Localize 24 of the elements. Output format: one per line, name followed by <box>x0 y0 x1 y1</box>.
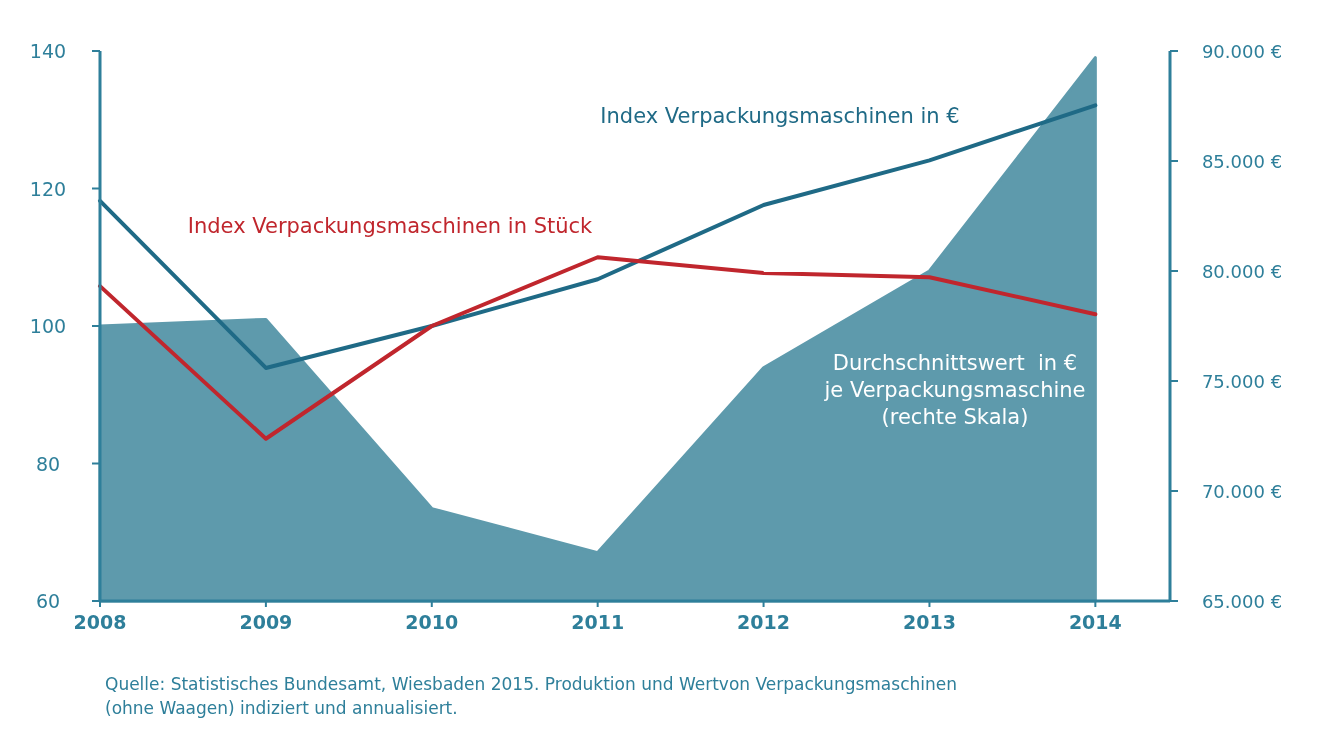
y2-tick-label: 70.000 € <box>1201 481 1283 502</box>
y2-tick-label: 65.000 € <box>1201 591 1283 612</box>
x-tick-label: 2012 <box>737 611 791 633</box>
y2-tick-label: 85.000 € <box>1201 151 1283 172</box>
x-tick-label: 2014 <box>1068 611 1122 633</box>
x-tick-label: 2011 <box>571 611 625 633</box>
y-tick-label: 140 <box>29 40 67 62</box>
series-label: Index Verpackungsmaschinen in € <box>600 104 960 128</box>
x-tick-label: 2013 <box>903 611 956 633</box>
series-label: Index Verpackungsmaschinen in Stück <box>187 214 594 238</box>
y-tick-label: 100 <box>29 315 67 337</box>
y2-tick-label: 80.000 € <box>1201 261 1283 282</box>
x-tick-label: 2010 <box>405 611 459 633</box>
y2-tick-label: 75.000 € <box>1201 371 1283 392</box>
y-tick-label: 120 <box>29 177 67 200</box>
x-tick-label: 2008 <box>73 611 127 633</box>
series-label: Durchschnittswert in € je Verpackungsmaschine (rechte Skala) <box>823 351 1086 429</box>
source-note: Quelle: Statistisches Bundesamt, Wiesbaden 2015. Produktion und Wertvon Verpackungsmaschinen (ohne Waagen) indiziert und annualisiert. <box>105 674 957 718</box>
y-tick-label: 60 <box>35 590 61 612</box>
x-tick-label: 2009 <box>239 611 293 633</box>
line-series <box>98 255 1098 441</box>
y-tick-label: 80 <box>35 452 61 475</box>
y2-tick-label: 90.000 € <box>1201 41 1283 62</box>
line-series <box>98 103 1098 370</box>
